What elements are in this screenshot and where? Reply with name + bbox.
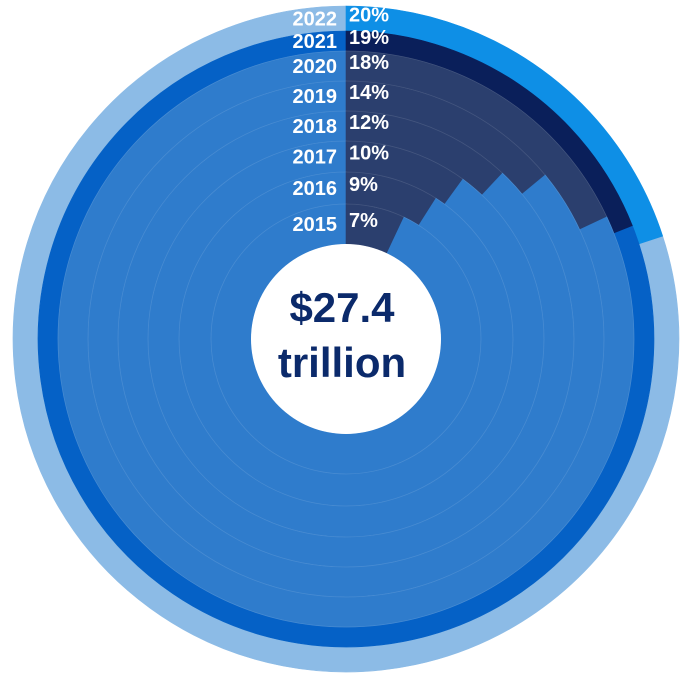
center-hole (251, 244, 441, 434)
ring-separator (87, 80, 605, 598)
percent-label-2022: 20% (349, 5, 389, 27)
percent-label-2020: 18% (349, 52, 389, 74)
percent-label-2015: 7% (349, 210, 378, 232)
ring-separator (147, 140, 545, 538)
ring-separator (210, 203, 482, 475)
center-value: $27.4 (289, 284, 395, 331)
year-label-2020: 2020 (293, 56, 338, 78)
ring-separator (57, 50, 635, 628)
percent-label-2018: 12% (349, 112, 389, 134)
ring-separator (178, 171, 514, 507)
year-label-2017: 2017 (293, 147, 338, 169)
center-unit: trillion (278, 339, 406, 386)
ring-separator (117, 110, 575, 568)
percent-label-2016: 9% (349, 174, 378, 196)
year-label-2018: 2018 (293, 116, 338, 138)
percent-label-2019: 14% (349, 82, 389, 104)
year-label-2019: 2019 (293, 86, 338, 108)
year-label-2015: 2015 (293, 214, 338, 236)
percent-label-2021: 19% (349, 27, 389, 49)
year-label-2022: 2022 (293, 9, 338, 31)
year-label-2016: 2016 (293, 178, 338, 200)
labels-layer: 2015 7% 2016 9% 2017 10% 2018 12% 2019 14% 2020 18%… (293, 5, 390, 237)
percent-label-2017: 10% (349, 143, 389, 165)
year-label-2021: 2021 (293, 31, 338, 53)
